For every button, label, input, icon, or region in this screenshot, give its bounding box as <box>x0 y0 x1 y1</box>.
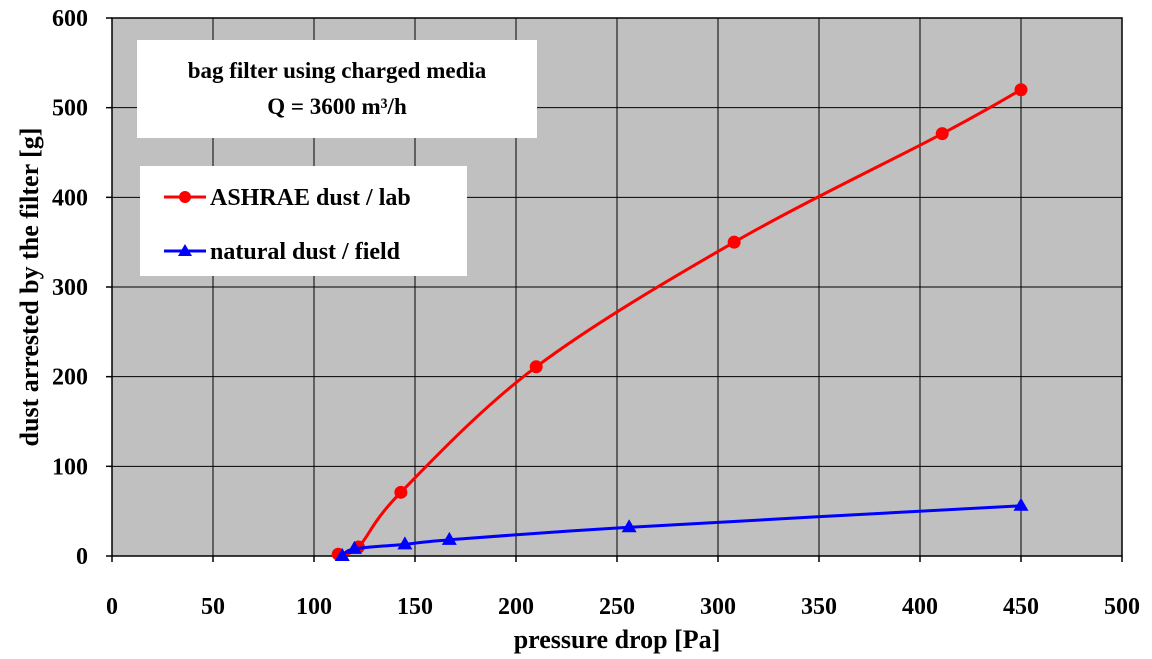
data-point-1 <box>441 531 457 545</box>
annotation-line-2: Q = 3600 m³/h <box>267 94 407 119</box>
x-axis-title: pressure drop [Pa] <box>514 625 721 654</box>
data-point-0 <box>394 485 408 499</box>
y-tick-label: 400 <box>52 185 88 211</box>
data-point-1 <box>621 519 637 533</box>
legend-marker-ashrae <box>179 191 191 203</box>
x-tick-label: 350 <box>801 594 837 620</box>
x-tick-label: 200 <box>498 594 534 620</box>
y-axis-title: dust arrested by the filter [g] <box>15 128 44 447</box>
data-point-1 <box>334 548 350 561</box>
x-tick-label: 400 <box>902 594 938 620</box>
x-tick-label: 500 <box>1104 594 1140 620</box>
x-tick-label: 250 <box>599 594 635 620</box>
x-tick-labels: 0 50 100 150 200 250 300 350 400 450 500 <box>106 556 1140 620</box>
x-tick-label: 0 <box>106 594 118 620</box>
data-point-0 <box>1014 83 1028 97</box>
y-tick-label: 0 <box>76 544 88 570</box>
legend-label-natural: natural dust / field <box>210 239 401 265</box>
y-tick-label: 500 <box>52 96 88 122</box>
x-tick-label: 100 <box>296 594 332 620</box>
x-tick-label: 300 <box>700 594 736 620</box>
data-point-1 <box>346 540 362 554</box>
legend: ASHRAE dust / lab natural dust / field <box>140 166 467 276</box>
data-point-0 <box>935 127 949 141</box>
legend-marker-natural <box>178 244 192 256</box>
data-point-0 <box>529 360 543 374</box>
annotation-line-1: bag filter using charged media <box>188 58 487 83</box>
y-tick-label: 600 <box>52 6 88 32</box>
series-layer <box>331 83 1029 561</box>
data-point-0 <box>727 235 741 249</box>
data-point-1 <box>397 536 413 550</box>
x-tick-label: 450 <box>1003 594 1039 620</box>
annotation-box: bag filter using charged media Q = 3600 … <box>137 40 537 138</box>
legend-label-ashrae: ASHRAE dust / lab <box>210 185 411 211</box>
y-tick-labels: 0 100 200 300 400 500 600 <box>52 6 112 570</box>
x-tick-label: 150 <box>397 594 433 620</box>
x-tick-label: 50 <box>201 594 225 620</box>
y-tick-label: 100 <box>52 454 88 480</box>
y-tick-label: 300 <box>52 275 88 301</box>
y-tick-label: 200 <box>52 365 88 391</box>
data-point-1 <box>1013 497 1029 511</box>
series-line-0 <box>337 88 1022 556</box>
